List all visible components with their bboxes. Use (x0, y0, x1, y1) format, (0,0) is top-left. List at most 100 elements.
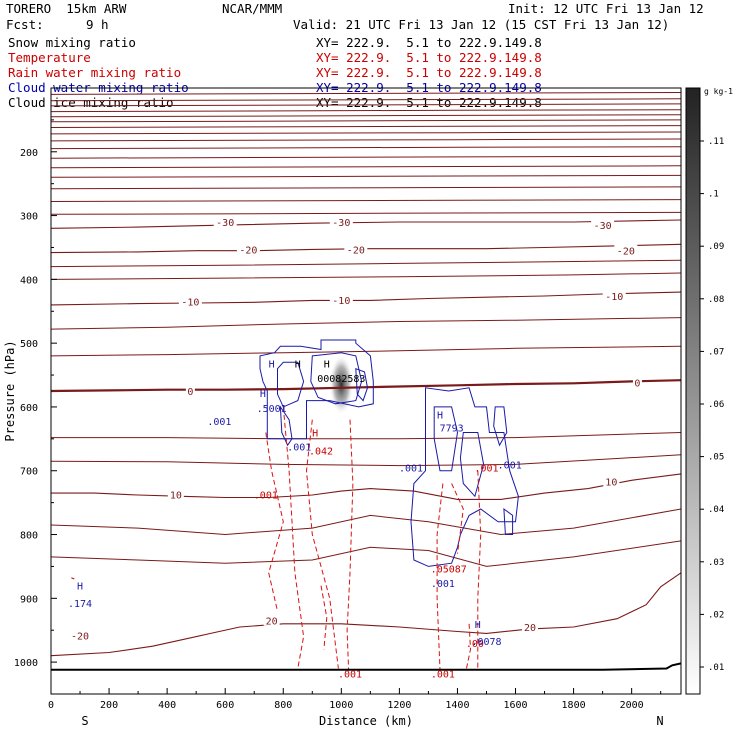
isotherm-upper-2 (50, 103, 682, 107)
colorbar-ticks: .01 .02 .03 .04 .05 .06 .07 .08 .09 .1 .11 (700, 137, 724, 673)
isotherm-mid-3 (50, 345, 682, 357)
label-bg (263, 614, 280, 626)
field-extremum-label: .00 (466, 639, 484, 650)
cloud-water-contour-1 (277, 361, 305, 408)
rain-water-contour-7 (451, 483, 464, 554)
label-bg (591, 219, 615, 231)
rain-water-contour-1 (282, 406, 305, 669)
cloud-water-mark (71, 577, 75, 580)
field-extremum-label: .174 (68, 599, 92, 610)
isotherm-upper-9 (50, 146, 682, 150)
x-axis-label: Distance (km) (319, 714, 413, 728)
cloud-water-contour-2 (310, 352, 363, 405)
isotherm-label: -20 (617, 247, 635, 258)
label-bg (167, 488, 184, 500)
field-name-temperature: Temperature (8, 50, 91, 65)
rain-water-contour-6 (477, 470, 482, 670)
cloud-water-contour-7 (459, 432, 485, 498)
y-tick-label: 700 (20, 467, 38, 478)
label-bg (614, 244, 638, 256)
rain-water-contours (265, 406, 482, 670)
label-bg (68, 629, 92, 641)
temperature-contours (50, 92, 682, 657)
x-end-label-north: N (656, 714, 663, 728)
field-xy-temperature: XY= 222.9. 5.1 to 222.9.149.8 (316, 50, 542, 65)
isotherm-label: -30 (332, 218, 350, 229)
x-tick-label: 400 (158, 700, 176, 711)
field-extremum-label: H (475, 620, 481, 631)
colorbar-tick-label: .03 (708, 558, 724, 568)
isotherm-0 (50, 379, 682, 393)
colorbar-tick-label: .08 (708, 295, 724, 305)
isotherm-upper-4 (50, 114, 682, 118)
field-extremum-label: .042 (309, 446, 333, 457)
isotherm-mid-1 (50, 272, 682, 280)
snow-max-shading (329, 354, 354, 415)
y-tick-label: 300 (20, 212, 38, 223)
colorbar-tick-label: .01 (708, 663, 724, 673)
isotherm-label: -10 (332, 296, 350, 307)
x-tick-label: 1200 (387, 700, 411, 711)
isotherm-20 (50, 572, 682, 657)
cloud-water-contour-4 (279, 405, 293, 447)
isotherm-label: 20 (266, 617, 278, 628)
colorbar-tick-label: .1 (708, 190, 719, 200)
y-tick-label: 800 (20, 531, 38, 542)
field-extremum-label: .5001 (257, 404, 287, 415)
field-extremum-label: H (77, 582, 83, 593)
field-xy-rain: XY= 222.9. 5.1 to 222.9.149.8 (316, 65, 542, 80)
colorbar (685, 87, 701, 695)
cloud-water-contour-3 (355, 367, 369, 402)
field-extremum-label: .001 (287, 442, 311, 453)
isotherm-label: 10 (170, 490, 182, 501)
axes: 0 200 400 600 800 1000 1200 1400 1600 1800 2000200… (14, 119, 662, 711)
y-tick-label: 200 (20, 148, 38, 159)
cloud-water-contour-6 (433, 406, 459, 472)
field-extremum-label: H (312, 428, 318, 439)
isotherm-upper-7 (50, 131, 682, 135)
field-name-snow: Snow mixing ratio (8, 35, 136, 50)
field-extremum-label: .001 (207, 417, 231, 428)
field-extremum-label: .0078 (471, 637, 501, 648)
plot-frame (50, 87, 682, 695)
rain-water-contour-3 (346, 419, 354, 670)
label-bg (185, 385, 195, 396)
cloud-water-contour-5 (410, 387, 519, 567)
colorbar-tick-label: .11 (708, 137, 724, 147)
isotherm-upper-3 (50, 109, 682, 113)
colorbar-tick-label: .06 (708, 400, 724, 410)
isotherm-upper-1 (50, 98, 682, 102)
field-extremum-label: .001 (431, 579, 455, 590)
field-name-rain: Rain water mixing ratio (8, 65, 182, 80)
field-extremum-label: 00082583 (317, 374, 365, 385)
init-time: Init: 12 UTC Fri 13 Jan 12 (508, 1, 704, 16)
isotherm-10 (51, 473, 682, 500)
isotherm-label: 10 (605, 478, 617, 489)
isotherm-label: -20 (347, 245, 365, 256)
field-extremum-label: H (324, 360, 330, 371)
colorbar-tick-label: .02 (708, 610, 724, 620)
label-bg (603, 475, 620, 487)
center-title: NCAR/MMM (222, 1, 283, 16)
colorbar-tick-label: .09 (708, 242, 724, 252)
field-extremum-label: .001 (254, 490, 278, 501)
field-extremum-label: 7793 (440, 423, 464, 434)
label-bg (329, 215, 353, 227)
isotherm-label: -30 (594, 221, 612, 232)
isotherm-upper-12 (50, 174, 682, 178)
isotherm-mid-7 (50, 540, 682, 567)
field-extremum-label: H (437, 411, 443, 422)
isotherm-upper-8 (50, 138, 682, 142)
rain-water-contour-5 (436, 483, 444, 670)
rain-water-contour-8 (465, 623, 472, 670)
x-tick-label: 1400 (445, 700, 469, 711)
field-xy-snow: XY= 222.9. 5.1 to 222.9.149.8 (316, 35, 542, 50)
x-tick-label: 0 (48, 700, 54, 711)
y-axis-label: Pressure (hPa) (3, 340, 17, 441)
isotherm-upper-5 (50, 119, 682, 123)
isotherm-upper-10 (50, 155, 682, 159)
label-bg (632, 376, 642, 388)
field-extremum-label: .05087 (431, 564, 467, 575)
model-title: TORERO 15km ARW (6, 1, 127, 16)
